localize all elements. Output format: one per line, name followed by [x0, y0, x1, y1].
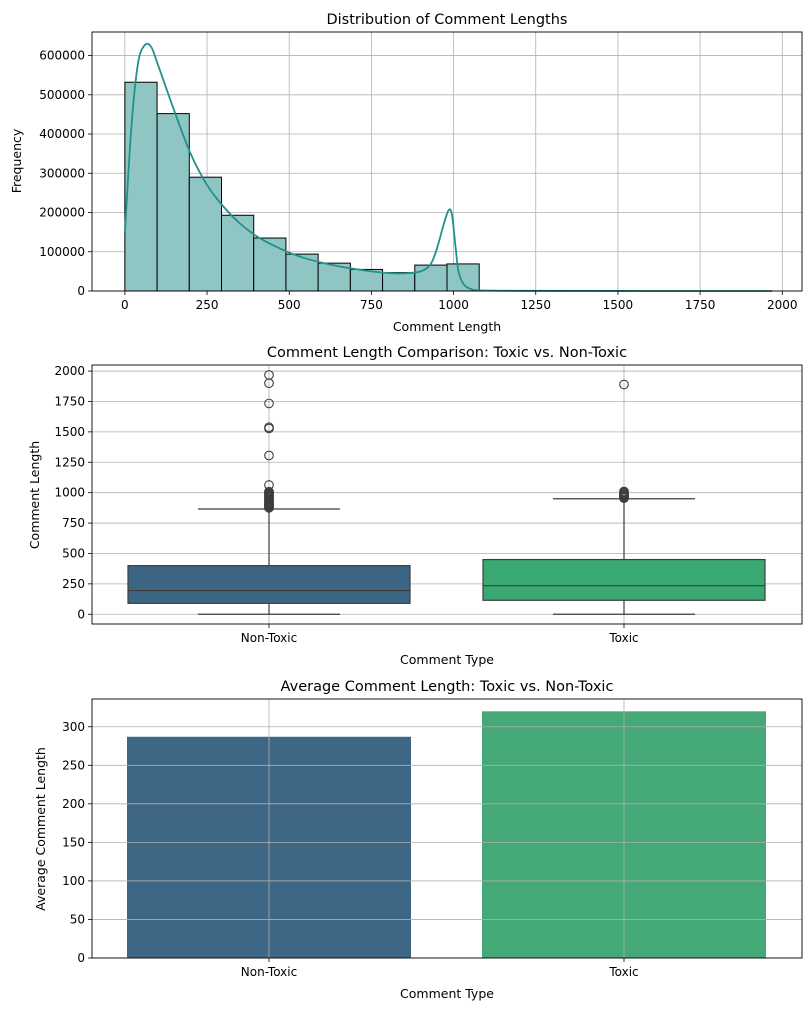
histogram-xtick-label: 500	[278, 298, 301, 312]
histogram-ylabel: Frequency	[9, 128, 24, 193]
average-ytick-label: 300	[62, 720, 85, 734]
histogram-bar	[221, 214, 255, 292]
boxplot-ytick-label: 500	[62, 546, 85, 560]
boxplot-ytick-label: 1500	[54, 425, 85, 439]
histogram-xtick-label: 2000	[767, 298, 798, 312]
boxplot-box	[482, 558, 766, 601]
boxplot-ticks: 0 250 500 750 1000 1250 1500 1750 2000 Non-Toxic T…	[54, 364, 638, 645]
boxplot-outlier	[264, 486, 274, 497]
histogram-ytick-label: 0	[77, 284, 85, 298]
histogram-ytick-label: 600000	[39, 49, 85, 63]
histogram-frame	[91, 31, 803, 292]
boxplot-xtick-label: Toxic	[608, 631, 638, 645]
histogram-bars	[124, 81, 480, 292]
boxplot-xlabel: Comment Type	[400, 652, 494, 667]
histogram-xtick-label: 1750	[685, 298, 716, 312]
boxplot-ytick-label: 1750	[54, 394, 85, 408]
average-frame	[91, 698, 803, 959]
average-ytick-label: 100	[62, 874, 85, 888]
average-panel: Average Comment Length: Toxic vs. Non-To…	[33, 679, 803, 1001]
histogram-ytick-label: 100000	[39, 245, 85, 259]
boxplot-boxes	[127, 370, 766, 615]
histogram-bar	[253, 237, 287, 292]
average-xtick-label: Non-Toxic	[241, 965, 297, 979]
boxplot-outlier	[264, 398, 274, 409]
histogram-bar	[188, 176, 223, 292]
average-ylabel: Average Comment Length	[33, 747, 48, 911]
histogram-xtick-label: 1250	[520, 298, 551, 312]
average-ytick-label: 50	[70, 912, 85, 926]
boxplot-ytick-label: 1000	[54, 486, 85, 500]
histogram-bar	[446, 263, 480, 292]
boxplot-outlier	[264, 422, 274, 433]
histogram-xtick-label: 1000	[438, 298, 469, 312]
average-ytick-label: 150	[62, 835, 85, 849]
histogram-bar	[414, 264, 448, 292]
histogram-xtick-label: 0	[121, 298, 129, 312]
boxplot-outlier	[264, 480, 274, 490]
boxplot-ytick-label: 250	[62, 577, 85, 591]
histogram-ytick-label: 200000	[39, 206, 85, 220]
boxplot-outlier	[264, 370, 274, 380]
boxplot-outlier	[264, 450, 274, 461]
average-xlabel: Comment Type	[400, 986, 494, 1001]
average-ytick-label: 0	[77, 951, 85, 965]
boxplot-box	[127, 565, 411, 604]
boxplot-outlier	[619, 486, 629, 497]
histogram-ytick-label: 500000	[39, 88, 85, 102]
histogram-bar	[382, 272, 416, 292]
average-ticks: 0 50 100 150 200 250 300 Non-Toxic Toxic	[62, 720, 639, 979]
average-ytick-label: 250	[62, 758, 85, 772]
boxplot-ytick-label: 750	[62, 516, 85, 530]
histogram-xtick-label: 750	[360, 298, 383, 312]
boxplot-frame	[91, 364, 803, 625]
boxplot-ylabel: Comment Length	[27, 441, 42, 549]
boxplot-xtick-label: Non-Toxic	[241, 631, 297, 645]
boxplot-ytick-label: 0	[77, 607, 85, 621]
histogram-title: Distribution of Comment Lengths	[326, 12, 567, 28]
histogram-xtick-label: 1500	[603, 298, 634, 312]
histogram-xlabel: Comment Length	[393, 319, 501, 334]
boxplot-title: Comment Length Comparison: Toxic vs. Non…	[267, 345, 627, 361]
average-ytick-label: 200	[62, 797, 85, 811]
histogram-ticks: 0 250 500 750 1000 1250 1500 1750 2000 0 100000 200…	[39, 49, 797, 312]
average-title: Average Comment Length: Toxic vs. Non-To…	[281, 679, 614, 695]
boxplot-panel: Comment Length Comparison: Toxic vs. Non…	[27, 345, 803, 667]
boxplot-ytick-label: 1250	[54, 455, 85, 469]
histogram-ytick-label: 400000	[39, 127, 85, 141]
histogram-bar	[124, 81, 158, 292]
histogram-kde-line	[123, 42, 773, 292]
boxplot-ytick-label: 2000	[54, 364, 85, 378]
boxplot-outlier	[619, 379, 629, 390]
average-bars	[127, 711, 766, 958]
histogram-panel: Distribution of Comment Lengths 0 250 500 7…	[9, 12, 803, 334]
average-xtick-label: Toxic	[608, 965, 638, 979]
histogram-xtick-label: 250	[196, 298, 219, 312]
histogram-ytick-label: 300000	[39, 166, 85, 180]
